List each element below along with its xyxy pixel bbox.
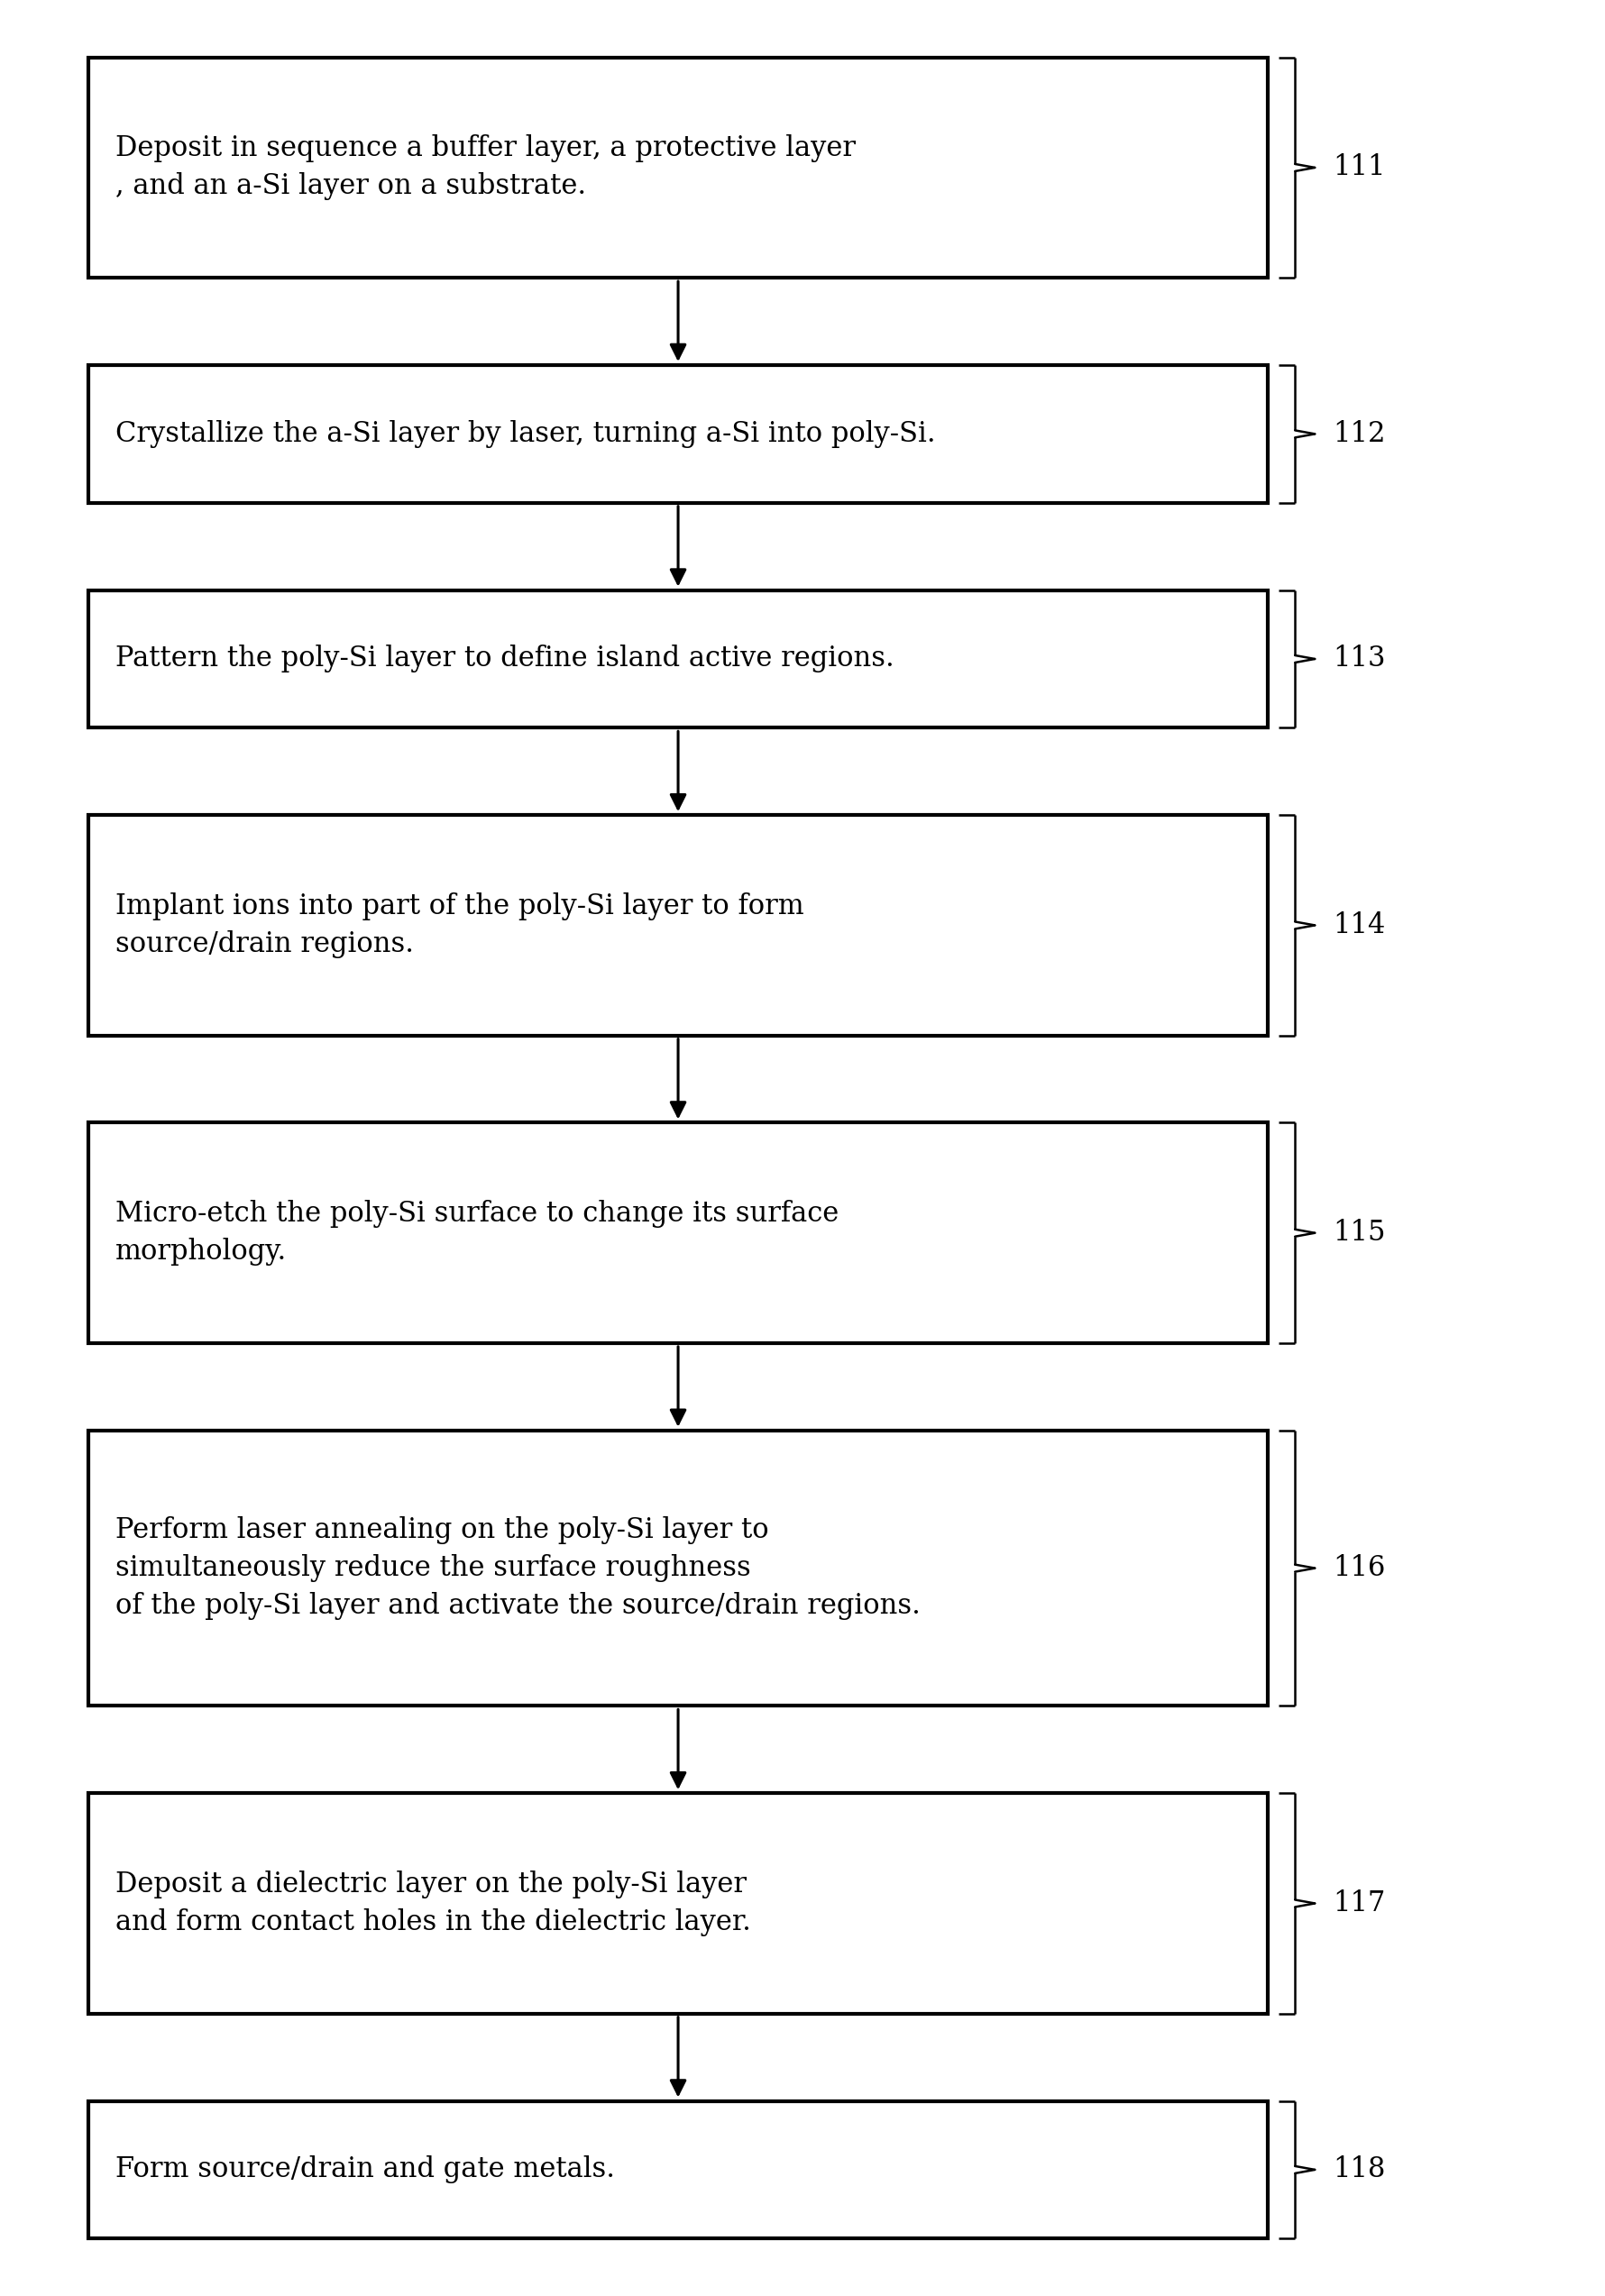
Text: , and an a-Si layer on a substrate.: , and an a-Si layer on a substrate. [116, 172, 586, 200]
Text: Pattern the poly-Si layer to define island active regions.: Pattern the poly-Si layer to define isla… [116, 645, 894, 673]
Text: Deposit a dielectric layer on the poly-Si layer: Deposit a dielectric layer on the poly-S… [116, 1871, 746, 1899]
Bar [88, 365, 1268, 503]
Text: 117: 117 [1332, 1890, 1385, 1917]
Text: 113: 113 [1332, 645, 1385, 673]
Bar [88, 815, 1268, 1035]
Text: and form contact holes in the dielectric layer.: and form contact holes in the dielectric… [116, 1908, 751, 1936]
Text: Form source/drain and gate metals.: Form source/drain and gate metals. [116, 2156, 615, 2183]
Text: simultaneously reduce the surface roughness: simultaneously reduce the surface roughn… [116, 1554, 751, 1582]
Text: Implant ions into part of the poly-Si layer to form: Implant ions into part of the poly-Si la… [116, 893, 804, 921]
Text: 112: 112 [1332, 420, 1385, 448]
Bar [88, 590, 1268, 728]
Text: morphology.: morphology. [116, 1238, 287, 1265]
Text: 118: 118 [1332, 2156, 1385, 2183]
Text: source/drain regions.: source/drain regions. [116, 930, 414, 957]
Bar [88, 57, 1268, 278]
Text: Deposit in sequence a buffer layer, a protective layer: Deposit in sequence a buffer layer, a pr… [116, 135, 855, 163]
Text: 114: 114 [1332, 912, 1385, 939]
Bar [88, 1123, 1268, 1343]
Text: Crystallize the a-Si layer by laser, turning a-Si into poly-Si.: Crystallize the a-Si layer by laser, tur… [116, 420, 936, 448]
Text: Micro-etch the poly-Si surface to change its surface: Micro-etch the poly-Si surface to change… [116, 1201, 839, 1228]
Bar [88, 1793, 1268, 2014]
Text: 111: 111 [1332, 154, 1385, 181]
Text: 116: 116 [1332, 1554, 1385, 1582]
Bar [88, 2101, 1268, 2239]
Bar [88, 1430, 1268, 1706]
Text: of the poly-Si layer and activate the source/drain regions.: of the poly-Si layer and activate the so… [116, 1591, 920, 1621]
Text: Perform laser annealing on the poly-Si layer to: Perform laser annealing on the poly-Si l… [116, 1515, 769, 1545]
Text: 115: 115 [1332, 1219, 1385, 1247]
